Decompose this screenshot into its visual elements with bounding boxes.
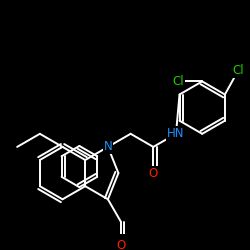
Text: Cl: Cl	[232, 64, 244, 78]
Text: HN: HN	[167, 127, 185, 140]
Text: O: O	[149, 166, 158, 179]
Text: N: N	[104, 140, 112, 153]
Text: Cl: Cl	[173, 75, 184, 88]
Text: O: O	[116, 239, 126, 250]
